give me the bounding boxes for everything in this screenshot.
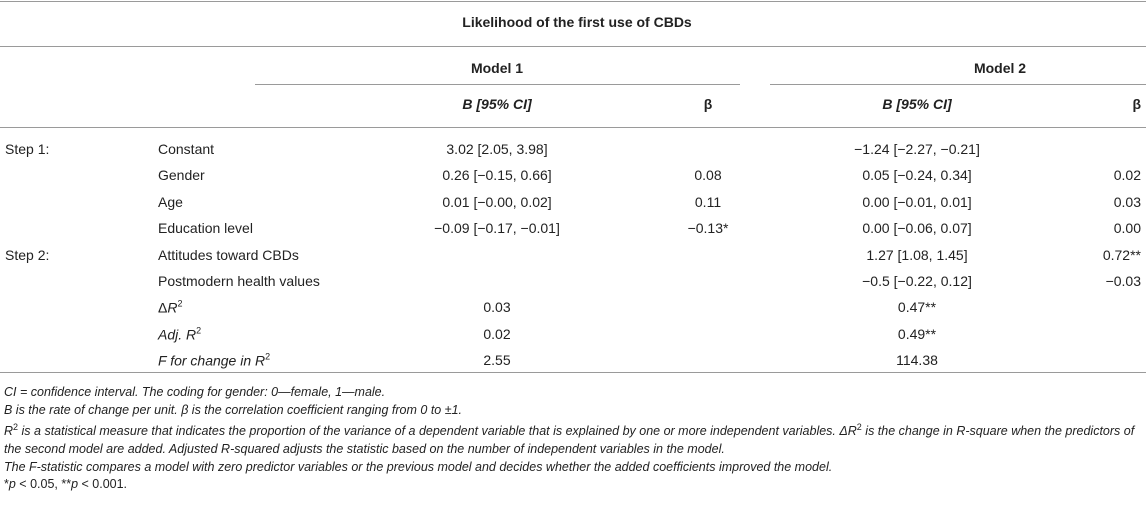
- label-part: F for change in R: [158, 352, 266, 369]
- label-sup: 2: [177, 299, 183, 310]
- label-part: Δ: [158, 299, 168, 316]
- cell: 0.03: [483, 299, 511, 316]
- note: B is the rate of change per unit. β is t…: [4, 402, 462, 417]
- note-sup: 2: [13, 422, 19, 433]
- row-label: Adj. R2: [158, 325, 201, 342]
- note-text: is a statistical measure that indicates …: [18, 424, 848, 439]
- note-text: p: [8, 477, 16, 492]
- rule: [0, 46, 1146, 47]
- cell: −0.5 [−0.22, 0.12]: [862, 273, 972, 289]
- cell: 0.49**: [897, 325, 937, 342]
- table-title: Likelihood of the first use of CBDs: [462, 14, 692, 30]
- cell: 0.00: [1113, 220, 1141, 237]
- cell: −0.03: [1105, 273, 1141, 289]
- note: The F-statistic compares a model with ze…: [4, 459, 833, 474]
- cell: 0.72**: [1102, 246, 1141, 263]
- cell: 0.00 [−0.06, 0.07]: [862, 220, 972, 237]
- note-sup: 2: [856, 422, 862, 433]
- cell: 1.27 [1.08, 1.45]: [866, 246, 968, 263]
- cell: 0.00 [−0.01, 0.01]: [862, 193, 972, 210]
- table-notes: CI = confidence interval. The coding for…: [4, 384, 1144, 494]
- row-label: F for change in R2: [158, 352, 270, 369]
- note-text: is the change in R-square when the predi…: [4, 424, 1135, 456]
- model-header: Model 1: [470, 60, 524, 76]
- note-text: *: [4, 477, 9, 492]
- row-label: Attitudes toward CBDs: [158, 246, 299, 263]
- note-text: p: [71, 477, 79, 492]
- note-text: < 0.05, **: [15, 477, 72, 492]
- note: R2 is a statistical measure that indicat…: [4, 419, 1144, 458]
- column-header: B [95% CI]: [462, 96, 532, 112]
- row-label: Education level: [158, 220, 253, 237]
- rule: [0, 127, 1146, 128]
- cell: 0.05 [−0.24, 0.34]: [862, 167, 972, 184]
- note-text: < 0.001.: [78, 477, 128, 492]
- row-step: Step 1:: [5, 141, 50, 157]
- note: *p < 0.05, **p < 0.001.: [4, 476, 1144, 494]
- label-sup: 2: [196, 325, 202, 336]
- row-label: Age: [158, 193, 183, 210]
- cell: 0.08: [694, 167, 722, 184]
- cell: 0.02: [1113, 167, 1141, 184]
- label-part: R: [167, 299, 178, 316]
- rule: [255, 84, 740, 85]
- label-sup: 2: [265, 351, 271, 362]
- cell: 3.02 [2.05, 3.98]: [446, 141, 548, 157]
- cell: 0.26 [−0.15, 0.66]: [442, 167, 552, 184]
- cell: −0.13*: [687, 220, 729, 237]
- row-label: ΔR2: [158, 299, 183, 316]
- rule: [0, 372, 1146, 373]
- row-label: Gender: [158, 167, 205, 184]
- row-label: Constant: [158, 141, 215, 157]
- cell: 2.55: [483, 352, 511, 369]
- column-header: B [95% CI]: [882, 96, 952, 112]
- rule: [770, 84, 1146, 85]
- column-header: β: [703, 96, 713, 112]
- cell: 0.02: [483, 325, 511, 342]
- cell: 0.11: [694, 193, 722, 210]
- cell: −1.24 [−2.27, −0.21]: [854, 141, 980, 157]
- note: CI = confidence interval. The coding for…: [4, 385, 386, 399]
- cell: 0.01 [−0.00, 0.02]: [442, 193, 552, 210]
- rule: [0, 1, 1146, 2]
- column-header: β: [1132, 96, 1141, 112]
- cell: 0.47**: [897, 299, 937, 316]
- cell: 0.03: [1113, 193, 1141, 210]
- cell: 114.38: [896, 352, 938, 369]
- model-header: Model 2: [973, 60, 1027, 76]
- label-part: Adj. R: [158, 326, 197, 343]
- row-step: Step 2:: [5, 246, 50, 263]
- note-text: R: [847, 424, 857, 439]
- cell: −0.09 [−0.17, −0.01]: [434, 220, 560, 237]
- row-label: Postmodern health values: [158, 273, 320, 289]
- note-text: R: [4, 424, 14, 439]
